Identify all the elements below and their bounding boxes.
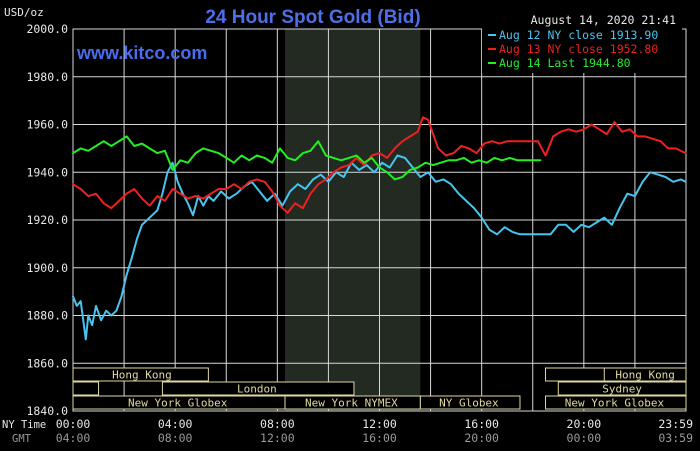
series-line [72,135,542,181]
watermark: www.kitco.com [76,43,207,63]
x-tick-label-ny: 08:00 [260,417,295,431]
session-label: Hong Kong [615,369,675,382]
y-tick-label: 1860.0 [26,356,68,370]
y-tick-label: 1980.0 [26,70,68,84]
x-tick-label-gmt: 20:00 [464,431,499,445]
x-tick-label-ny: 16:00 [464,417,499,431]
session-box [545,395,687,410]
x-tick-label-gmt: 00:00 [567,431,602,445]
session-label: Hong Kong [112,369,172,382]
session-label: Sydney [602,383,642,396]
session-box [72,381,100,396]
unit-label: USD/oz [4,6,44,19]
y-tick-label: 1960.0 [26,118,68,132]
x-axis-ticks: 00:0004:0004:0008:0008:0012:0012:0016:00… [56,417,693,445]
timestamp: August 14, 2020 21:41 [531,13,676,27]
x-tick-label-ny: 20:00 [567,417,602,431]
y-tick-label: 2000.0 [26,22,68,36]
session-label: New York Globex [565,397,665,410]
session-box [161,381,355,396]
x-tick-label-ny: 04:00 [158,417,193,431]
session-label: London [237,383,277,396]
session-label: NY Globex [439,397,499,410]
session-label: New York NYMEX [305,397,398,410]
x-tick-label-ny: 00:00 [56,417,91,431]
session-box [603,367,687,382]
y-axis-ticks: 2000.0 1980.0 1960.0 1940.0 1920.0 1900.0 1880… [26,22,68,418]
x-tick-label-gmt: 12:00 [260,431,295,445]
gmt-label: GMT [12,433,32,445]
legend-entry: Aug 12 NY close 1913.90 [499,28,658,42]
x-tick-label-gmt: 16:00 [362,431,397,445]
series-line [72,154,687,341]
grid [72,28,687,412]
ny-time-label: NY Time [2,419,46,431]
session-box [72,367,209,382]
legend-entry: Aug 14 Last 1944.80 [499,56,631,70]
y-tick-label: 1920.0 [26,213,68,227]
y-tick-label: 1940.0 [26,165,68,179]
session-box [557,381,687,396]
x-tick-label-gmt: 04:00 [56,431,91,445]
legend-entry: Aug 13 NY close 1952.80 [499,42,658,56]
y-tick-label: 1880.0 [26,309,68,323]
x-tick-label-gmt: 03:59 [658,431,693,445]
session-label: New York Globex [128,397,228,410]
series-lines [72,116,687,341]
y-tick-label: 1840.0 [26,404,68,418]
series-line [72,116,687,214]
chart-title: 24 Hour Spot Gold (Bid) [205,7,420,28]
x-tick-label-ny: 12:00 [362,417,397,431]
legend-box [482,27,682,73]
y-tick-label: 1900.0 [26,261,68,275]
session-box [419,395,521,410]
x-tick-label-ny: 23:59 [658,417,693,431]
x-tick-label-gmt: 08:00 [158,431,193,445]
